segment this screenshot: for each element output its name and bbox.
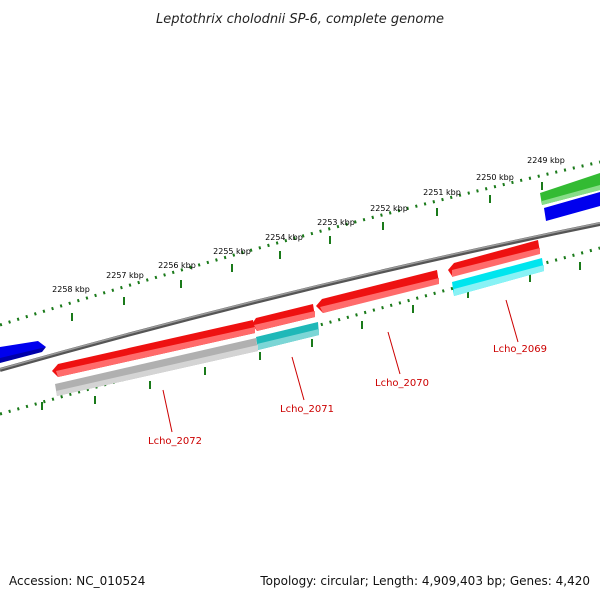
blue-feature-right: [544, 192, 600, 221]
gene-label[interactable]: Lcho_2072: [148, 436, 202, 447]
inner-major-ticks: [41, 262, 581, 410]
gene-lcho-2071[interactable]: [252, 304, 315, 331]
accession-text: Accession: NC_010524: [9, 574, 146, 588]
gene-lcho-2070[interactable]: [316, 270, 439, 313]
tick-label: 2253 kbp: [317, 218, 355, 227]
genome-backbone-highlight: [0, 222, 600, 370]
map-title: Leptothrix cholodnii SP-6, complete geno…: [156, 12, 444, 27]
genome-backbone: [0, 222, 600, 372]
scale-labels: 2249 kbp 2250 kbp 2251 kbp 2252 kbp 2253…: [52, 156, 565, 294]
teal-feature: [256, 322, 319, 350]
tick-label: 2250 kbp: [476, 173, 514, 182]
tick-label: 2251 kbp: [423, 188, 461, 197]
gene-label[interactable]: Lcho_2069: [493, 344, 547, 355]
gene-label[interactable]: Lcho_2071: [280, 404, 334, 415]
outer-major-ticks: [71, 182, 543, 321]
tick-label: 2252 kbp: [370, 204, 408, 213]
gene-label[interactable]: Lcho_2070: [375, 378, 429, 389]
gray-feature: [55, 338, 258, 396]
gene-lcho-2072[interactable]: [52, 320, 255, 377]
tick-label: 2249 kbp: [527, 156, 565, 165]
cyan-feature: [452, 258, 544, 296]
tick-label: 2255 kbp: [213, 247, 251, 256]
label-leaders: [162, 299, 519, 433]
gene-lcho-2069[interactable]: [448, 240, 540, 277]
blue-feature-left: [0, 341, 46, 363]
gene-labels: Lcho_2069 Lcho_2070 Lcho_2071 Lcho_2072: [148, 344, 547, 447]
green-feature: [540, 173, 600, 205]
tick-label: 2257 kbp: [106, 271, 144, 280]
tick-label: 2256 kbp: [158, 261, 196, 270]
tick-label: 2258 kbp: [52, 285, 90, 294]
genome-summary-text: Topology: circular; Length: 4,909,403 bp…: [260, 574, 590, 588]
tick-label: 2254 kbp: [265, 233, 303, 242]
